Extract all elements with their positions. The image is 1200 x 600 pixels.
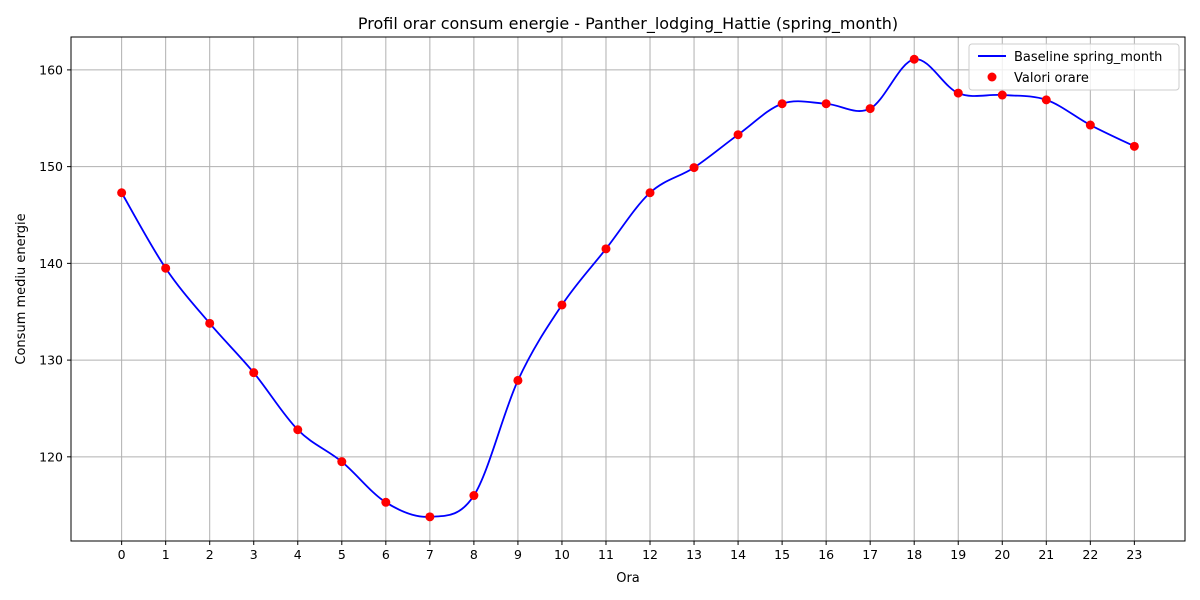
scatter-point xyxy=(1041,95,1051,105)
legend-label-hourly: Valori orare xyxy=(1014,71,1089,86)
x-tick-label: 2 xyxy=(206,547,214,562)
scatter-point xyxy=(161,263,171,273)
chart-title: Profil orar consum energie - Panther_lod… xyxy=(358,14,898,34)
scatter-point xyxy=(337,457,347,467)
x-tick-label: 8 xyxy=(470,547,478,562)
scatter-point xyxy=(953,88,963,98)
scatter-point xyxy=(293,425,303,435)
grid xyxy=(71,37,1185,541)
y-tick-label: 150 xyxy=(39,159,63,174)
scatter-point xyxy=(1085,120,1095,130)
x-tick-label: 4 xyxy=(294,547,302,562)
x-tick-label: 15 xyxy=(774,547,790,562)
scatter-point xyxy=(601,244,611,254)
x-tick-label: 12 xyxy=(642,547,658,562)
scatter-point xyxy=(1129,141,1139,151)
y-tick-label: 140 xyxy=(39,256,63,271)
x-tick-label: 17 xyxy=(862,547,878,562)
x-tick-label: 21 xyxy=(1038,547,1054,562)
x-tick-label: 22 xyxy=(1082,547,1098,562)
scatter-point xyxy=(205,318,215,328)
plot-area xyxy=(117,54,1139,522)
scatter-point xyxy=(381,497,391,507)
scatter-point xyxy=(909,54,919,64)
scatter-point xyxy=(733,130,743,140)
legend-label-baseline: Baseline spring_month xyxy=(1014,50,1162,65)
scatter-point xyxy=(777,99,787,109)
scatter-point xyxy=(469,491,479,501)
x-tick-label: 6 xyxy=(382,547,390,562)
legend-box xyxy=(968,43,1180,91)
x-tick-label: 5 xyxy=(338,547,346,562)
y-tick-label: 130 xyxy=(39,353,63,368)
scatter-point xyxy=(513,375,523,385)
x-tick-label: 13 xyxy=(686,547,702,562)
scatter-point xyxy=(821,99,831,109)
x-tick-label: 14 xyxy=(730,547,746,562)
scatter-point xyxy=(557,300,567,310)
scatter-point xyxy=(425,512,435,522)
scatter-point xyxy=(689,163,699,173)
x-axis: 0 1 2 3 4 5 6 7 8 9 10 11 12 13 14 15 16 17 18 19 20 21 22 23 xyxy=(118,541,1142,562)
x-tick-label: 7 xyxy=(426,547,434,562)
y-axis: 120 130 140 150 160 xyxy=(39,62,71,464)
x-tick-label: 20 xyxy=(994,547,1010,562)
x-tick-label: 11 xyxy=(598,547,614,562)
scatter-point xyxy=(997,90,1007,100)
scatter-point xyxy=(645,188,655,198)
y-axis-label: Consum mediu energie xyxy=(14,213,29,364)
y-tick-label: 120 xyxy=(39,449,63,464)
scatter-point xyxy=(117,188,127,198)
x-tick-label: 19 xyxy=(950,547,966,562)
y-tick-label: 160 xyxy=(39,62,63,77)
x-tick-label: 9 xyxy=(514,547,522,562)
x-tick-label: 18 xyxy=(906,547,922,562)
x-tick-label: 16 xyxy=(818,547,834,562)
x-tick-label: 0 xyxy=(118,547,126,562)
x-tick-label: 3 xyxy=(250,547,258,562)
scatter-point xyxy=(865,104,875,114)
legend-scatter-swatch xyxy=(987,72,997,82)
scatter-point xyxy=(249,368,259,378)
x-tick-label: 23 xyxy=(1126,547,1142,562)
x-axis-label: Ora xyxy=(616,571,640,586)
x-tick-label: 10 xyxy=(554,547,570,562)
legend: Baseline spring_month Valori orare xyxy=(968,43,1180,91)
plot-frame xyxy=(70,36,1186,542)
x-tick-label: 1 xyxy=(162,547,170,562)
